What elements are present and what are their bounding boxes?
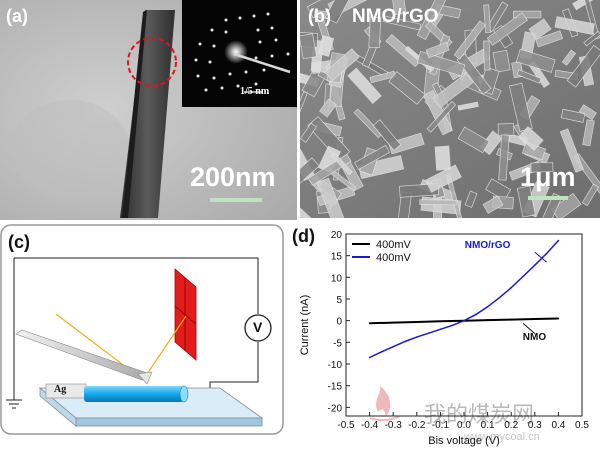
x-tick-label: 0.3 [528, 420, 542, 431]
annotation-arrow [522, 322, 536, 335]
x-tick-label: -0.1 [432, 420, 450, 431]
inset-scale-label: 1/5 nm [240, 86, 270, 97]
sample-label-b: NMO/rGO [352, 6, 439, 27]
y-tick-label: 5 [336, 295, 342, 306]
x-tick-label: 0.1 [481, 420, 495, 431]
nanorod-tube [84, 386, 184, 402]
y-tick-label: -15 [328, 382, 343, 393]
data-point [416, 336, 418, 338]
annotation-nmo-rgo: NMO/rGO [465, 240, 511, 251]
highlight-circle [127, 37, 177, 87]
voltmeter-label: V [253, 319, 263, 335]
watermark-logo [369, 386, 401, 422]
diffraction-inset [182, 0, 297, 107]
panel-d-iv-chart: 我的煤炭网 www.mycoal.cn 20 15 10 5 0 -5 -10 -15 -20-… [286, 222, 600, 462]
panel-c-schematic: (c) V Ag [0, 224, 285, 436]
x-tick-label: 0.4 [551, 420, 565, 431]
y-tick-label: 0 [336, 317, 342, 328]
electrode-label: Ag [54, 384, 67, 395]
data-point [498, 296, 501, 299]
data-point [368, 356, 371, 359]
x-tick-label: -0.5 [337, 420, 355, 431]
legend-label: 400mV [376, 252, 412, 264]
x-tick-label: -0.2 [408, 420, 426, 431]
data-point [404, 340, 406, 343]
circuit-wire [14, 257, 259, 314]
data-point [416, 321, 418, 323]
y-tick-label: -5 [333, 338, 342, 349]
watermark-url: www.mycoal.cn [463, 431, 540, 443]
panel-label-d: (d) [292, 226, 315, 246]
annotation-arrow [534, 251, 547, 263]
data-point [534, 264, 536, 266]
voltmeter-icon [244, 314, 272, 342]
data-point [439, 328, 442, 331]
scale-label-b: 1μm [520, 162, 576, 192]
y-tick-label: -20 [328, 403, 343, 414]
data-point [486, 306, 489, 308]
scale-bar-b [528, 196, 568, 200]
y-tick-label: 20 [331, 230, 343, 241]
data-point [392, 345, 394, 348]
x-tick-label: 0.0 [457, 420, 471, 431]
nanorod [120, 10, 175, 218]
data-point [439, 320, 442, 323]
panel-label-a: (a) [6, 6, 28, 26]
data-point [510, 286, 512, 289]
data-point [534, 318, 536, 320]
x-axis-label: Bis voltage (V) [428, 435, 500, 447]
panel-label-c: (c) [8, 232, 30, 252]
laser-beam-out [142, 315, 187, 381]
y-tick-label: -10 [328, 360, 343, 371]
x-tick-label: -0.3 [385, 420, 403, 431]
data-point [368, 322, 371, 325]
data-point [557, 317, 560, 320]
data-point [510, 318, 512, 321]
data-point [522, 275, 524, 278]
data-point [475, 313, 477, 316]
data-point [486, 319, 489, 321]
scale-label-a: 200nm [190, 162, 276, 192]
y-tick-label: 15 [331, 252, 343, 263]
x-tick-label: 0.2 [504, 420, 518, 431]
data-point [427, 332, 430, 334]
data-point [463, 319, 465, 322]
scale-bar-a [210, 198, 262, 202]
annotation-nmo: NMO [523, 332, 547, 343]
y-tick-label: 10 [331, 273, 343, 284]
x-tick-label: -0.4 [361, 420, 379, 431]
panel-b-sem-image: (b) NMO/rGO 1μm [300, 0, 600, 218]
data-point [451, 324, 453, 327]
panel-label-b: (b) [308, 6, 331, 26]
y-axis-label: Current (nA) [299, 295, 311, 356]
legend-label: 400mV [376, 239, 412, 251]
data-point [380, 351, 383, 353]
data-point [557, 239, 560, 242]
data-point [392, 321, 394, 324]
data-point [545, 252, 548, 255]
x-tick-label: 0.5 [575, 420, 589, 431]
panel-a-tem-image: (a) 1/5 nm 200nm [0, 0, 297, 220]
